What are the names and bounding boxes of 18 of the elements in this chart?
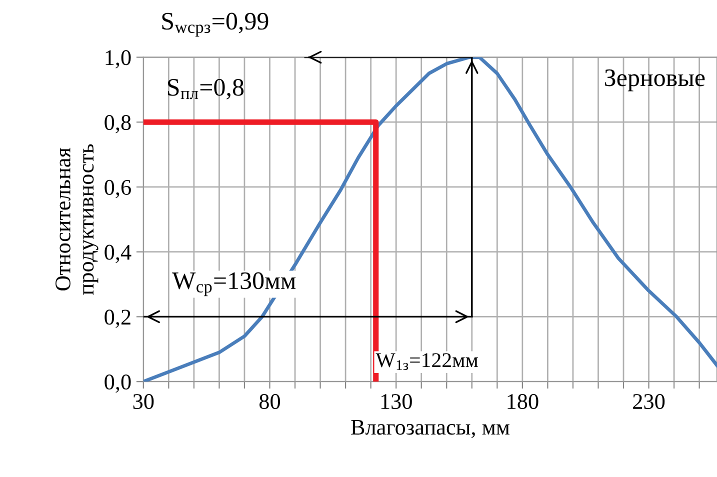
x-tick-label: 180 [508, 394, 538, 410]
annotation: Зерновые [605, 69, 705, 92]
y-tick-label: 0,4 [104, 244, 132, 263]
x-tick-label: 230 [633, 394, 665, 410]
y-tick-label: 0,6 [104, 180, 131, 198]
annotation: W$_{1з}$=122мм [376, 353, 478, 370]
x-tick-label: 80 [259, 394, 280, 410]
y-axis-title: Относительная продуктивность [56, 144, 98, 295]
y-tick-label: 1,0 [106, 50, 131, 68]
annotation: W$_{ср}$=130мм [172, 272, 296, 296]
x-tick-label: 130 [381, 394, 412, 410]
y-tick-label: 0,8 [104, 115, 131, 134]
annotation: S$_{пл}$=0,8 [168, 78, 244, 100]
x-tick-label: 30 [133, 394, 154, 410]
y-tick-label: 0,0 [104, 374, 131, 393]
text: S$_{wсрз}$=0,99 [162, 12, 268, 37]
y-tick-label: 0,2 [104, 310, 130, 328]
x-axis-title: Влагозапасы, мм [351, 420, 510, 438]
